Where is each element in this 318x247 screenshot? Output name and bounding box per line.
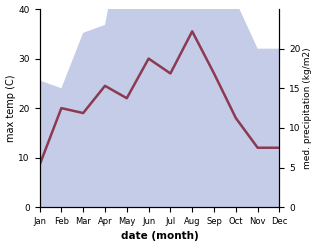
Y-axis label: med. precipitation (kg/m2): med. precipitation (kg/m2) bbox=[303, 47, 313, 169]
X-axis label: date (month): date (month) bbox=[121, 231, 198, 242]
Y-axis label: max temp (C): max temp (C) bbox=[5, 74, 16, 142]
